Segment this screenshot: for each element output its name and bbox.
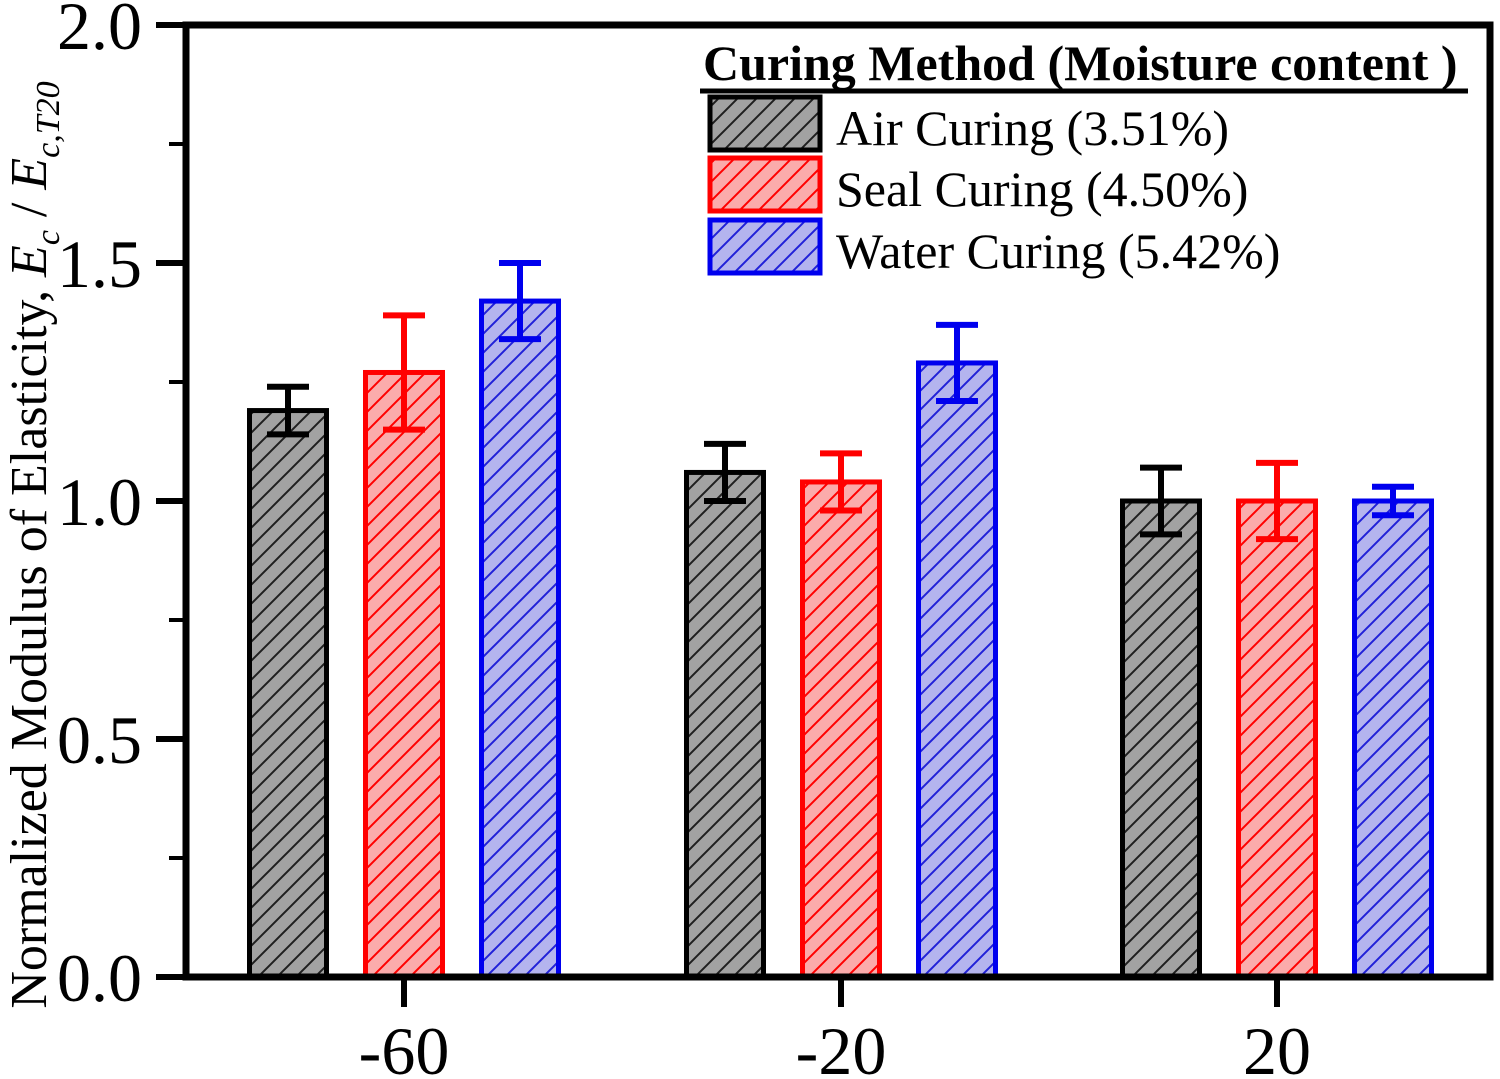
bar-air--60 xyxy=(247,408,329,980)
error-bar-seal-20 xyxy=(1256,459,1298,543)
error-bar-water--60 xyxy=(499,260,541,343)
bar-seal--20 xyxy=(800,479,882,980)
error-bar-water-20 xyxy=(1372,483,1414,519)
bar-water--20 xyxy=(916,360,998,980)
y-tick-label: 1.0 xyxy=(57,464,142,540)
y-tick-label: 0.0 xyxy=(57,940,142,1016)
y-axis-title-part-E1: E xyxy=(1,245,58,278)
x-tick-label: 20 xyxy=(1243,1013,1311,1079)
legend-swatch-seal xyxy=(707,155,823,214)
legend-label-air: Air Curing (3.51%) xyxy=(836,100,1229,156)
bar-water--60 xyxy=(479,298,561,980)
legend-swatch-water xyxy=(707,217,823,276)
legend-label-seal: Seal Curing (4.50%) xyxy=(836,161,1248,217)
y-axis-title: Normalized Modulus of Elasticity, Ec / E… xyxy=(1,81,67,1008)
bar-seal-20 xyxy=(1236,498,1318,980)
axes-group: 0.0 0.5 1.0 1.5 2.0 -60 -20 20 xyxy=(57,0,1494,1079)
error-bar-air--20 xyxy=(704,440,746,504)
y-axis-title-part-mid: / xyxy=(1,190,58,230)
legend-swatch-air xyxy=(707,94,823,153)
bar-air-20 xyxy=(1120,498,1202,980)
x-tick-label: -60 xyxy=(359,1013,450,1079)
y-tick-label: 0.5 xyxy=(57,702,142,778)
bar-seal--60 xyxy=(363,369,445,980)
error-bar-seal--20 xyxy=(820,450,862,514)
y-axis-title-part-E2: E xyxy=(1,158,58,191)
error-bar-air-20 xyxy=(1140,464,1182,538)
error-bar-air--60 xyxy=(267,383,309,438)
y-axis-title-part-sub2: c,T20 xyxy=(30,81,67,158)
legend-title: Curing Method (Moisture content ) xyxy=(703,35,1458,91)
error-bar-water--20 xyxy=(936,321,978,405)
bar-water-20 xyxy=(1352,498,1434,980)
error-bar-seal--60 xyxy=(383,312,425,433)
y-axis-title-part-prefix: Normalized Modulus of Elasticity, xyxy=(1,277,58,1009)
legend-label-water: Water Curing (5.42%) xyxy=(836,223,1280,279)
y-tick-label: 1.5 xyxy=(57,226,142,302)
bars-group xyxy=(247,260,1434,980)
y-axis-title-part-sub1: c xyxy=(30,230,67,245)
bar-air--20 xyxy=(684,469,766,980)
legend: Curing Method (Moisture content ) Air Cur… xyxy=(700,35,1468,279)
y-tick-label: 2.0 xyxy=(57,0,142,64)
x-tick-label: -20 xyxy=(796,1013,887,1079)
